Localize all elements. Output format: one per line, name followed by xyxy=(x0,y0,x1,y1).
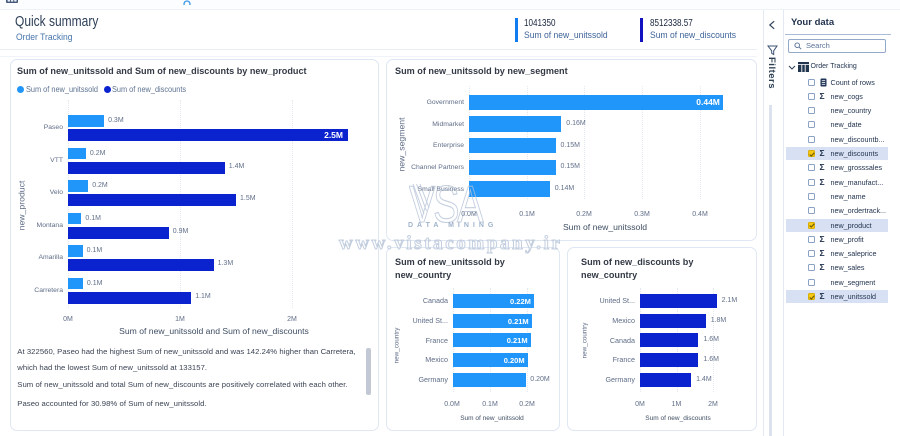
svg-text:VSA: VSA xyxy=(409,183,484,225)
